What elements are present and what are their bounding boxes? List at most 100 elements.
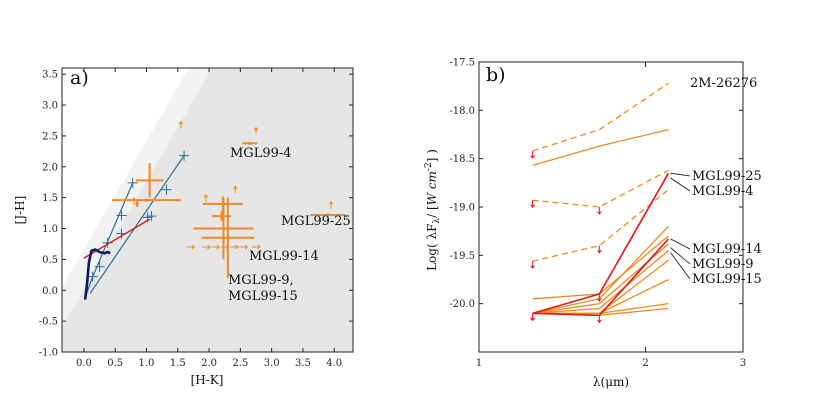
dwarf-locus <box>83 248 111 300</box>
y-tick-label: -20.0 <box>449 299 475 310</box>
annotation-leader <box>670 247 691 265</box>
y-tick-label: -0.5 <box>39 317 58 328</box>
annotation-leader <box>670 172 691 177</box>
panel-b-annotation-leaders <box>670 172 691 280</box>
panel-b-sed: 1 2 3 -17.5 -18.0 -18.5 -19.0 -19.5 -20.0 b) 2M-… <box>424 58 762 390</box>
annotation-mgl99-15-b: MGL99-15 <box>692 272 762 287</box>
panel-b-title: 2M-26276 <box>690 76 757 91</box>
x-tick-label: 1.5 <box>170 358 186 369</box>
sed-series-6 <box>532 243 669 314</box>
flux-limit-arrow <box>530 313 536 322</box>
sed-series-0 <box>532 82 669 152</box>
annotation-mgl99-4-a: MGL99-4 <box>230 146 292 161</box>
flux-limit-arrow <box>596 315 602 324</box>
y-tick-label: 2.5 <box>42 131 58 142</box>
sed-series-12 <box>532 172 670 315</box>
sed-series-7 <box>532 250 669 314</box>
object-point <box>135 163 164 198</box>
sed-series-1 <box>532 129 669 167</box>
annotation-leader <box>670 177 691 192</box>
annotation-mgl99-25-a: MGL99-25 <box>281 214 351 229</box>
ylabel-unit: W cm <box>425 171 439 205</box>
x-tick-label: 2 <box>642 358 648 369</box>
y-tick-label: -19.5 <box>449 251 475 262</box>
reddening-marker <box>94 261 105 272</box>
flux-limit-arrow <box>530 200 536 209</box>
limit-arrow <box>211 244 221 250</box>
ylabel-log: Log( λF <box>425 224 439 271</box>
annotation-mgl99-15-a: MGL99-15 <box>228 289 298 304</box>
flux-limit-arrow <box>596 245 602 254</box>
panel-a-frame <box>61 67 354 353</box>
sed-series-2 <box>532 169 669 208</box>
reddening-marker <box>116 210 127 221</box>
panel-a-marks <box>83 120 346 300</box>
panel-b-x-axis-label: λ(μm) <box>593 375 629 389</box>
limit-arrow <box>220 244 230 250</box>
annotation-mgl99-4-b: MGL99-4 <box>692 184 754 199</box>
reddening-marker <box>87 271 98 282</box>
y-tick-label: 1.0 <box>42 224 58 235</box>
object-point <box>242 141 258 145</box>
y-tick-label: -1.0 <box>39 348 58 359</box>
upper-limit-arrow <box>253 126 259 135</box>
y-tick-label: 0.5 <box>42 255 58 266</box>
x-tick-label: 3 <box>740 358 746 369</box>
y-tick-label: 3.0 <box>42 101 58 112</box>
panel-b-ticks: 1 2 3 -17.5 -18.0 -18.5 -19.0 -19.5 -20.0 <box>449 58 746 370</box>
object-marker <box>226 236 230 240</box>
annotation-mgl99-14-b: MGL99-14 <box>692 242 762 257</box>
y-tick-label: -18.0 <box>449 106 475 117</box>
y-tick-label: 3.5 <box>42 70 58 81</box>
upper-limit-arrow <box>203 194 209 202</box>
red-line <box>83 218 150 259</box>
object-point <box>135 200 139 207</box>
y-tick-label: -18.5 <box>449 154 475 165</box>
panel-a-y-axis-label: [J-H] <box>13 196 27 225</box>
reddening-marker <box>161 184 172 195</box>
flux-limit-arrow <box>596 207 602 215</box>
upper-limit-arrow <box>178 120 184 129</box>
panel-a-color-color-diagram: 0.0 0.5 1.0 1.5 2.0 2.5 3.0 3.5 4.0 -1.0 -0.5 0.0 0.… <box>13 67 354 387</box>
object-point <box>310 213 346 217</box>
reddening-vector-1 <box>89 155 185 294</box>
x-tick-label: 2.5 <box>232 358 248 369</box>
reddening-marker <box>179 150 190 161</box>
object-marker <box>326 213 330 217</box>
reddening-marker <box>146 211 157 222</box>
sed-series-13 <box>532 238 670 317</box>
reddening-band <box>62 68 353 352</box>
y-tick-label: 0.0 <box>42 286 58 297</box>
object-point <box>201 197 255 278</box>
panel-b-marks <box>530 82 670 324</box>
y-tick-label: 1.5 <box>42 193 58 204</box>
ylabel-end: ] ) <box>425 149 439 162</box>
ylabel-sub: λ <box>432 218 442 224</box>
annotation-mgl99-9-b: MGL99-9 <box>692 257 754 272</box>
object-marker <box>148 178 152 182</box>
ylabel-mid: / [ <box>425 205 439 218</box>
x-tick-label: 0.0 <box>76 358 92 369</box>
panel-a-label: a) <box>70 67 89 89</box>
x-tick-label: 1 <box>476 358 482 369</box>
x-tick-label: 0.5 <box>107 358 123 369</box>
x-tick-label: 1.0 <box>139 358 155 369</box>
annotation-mgl99-9-a: MGL99-9, <box>228 273 294 288</box>
object-marker <box>248 141 252 145</box>
panel-b-label: b) <box>486 64 506 86</box>
ylabel-sup: -2 <box>424 162 434 171</box>
object-marker <box>219 214 224 218</box>
object-marker <box>221 226 226 231</box>
flux-limit-arrow <box>530 150 536 159</box>
x-tick-label: 4.0 <box>326 358 342 369</box>
upper-limit-arrow <box>131 197 137 206</box>
flux-limit-arrow <box>596 294 602 302</box>
annotation-mgl99-25-b: MGL99-25 <box>692 169 762 184</box>
x-tick-label: 3.5 <box>295 358 311 369</box>
x-tick-label: 2.0 <box>201 358 217 369</box>
upper-limit-arrow <box>328 200 334 209</box>
annotation-leader <box>670 238 691 250</box>
annotation-mgl99-14-a: MGL99-14 <box>249 249 319 264</box>
panel-b-frame <box>478 61 744 353</box>
